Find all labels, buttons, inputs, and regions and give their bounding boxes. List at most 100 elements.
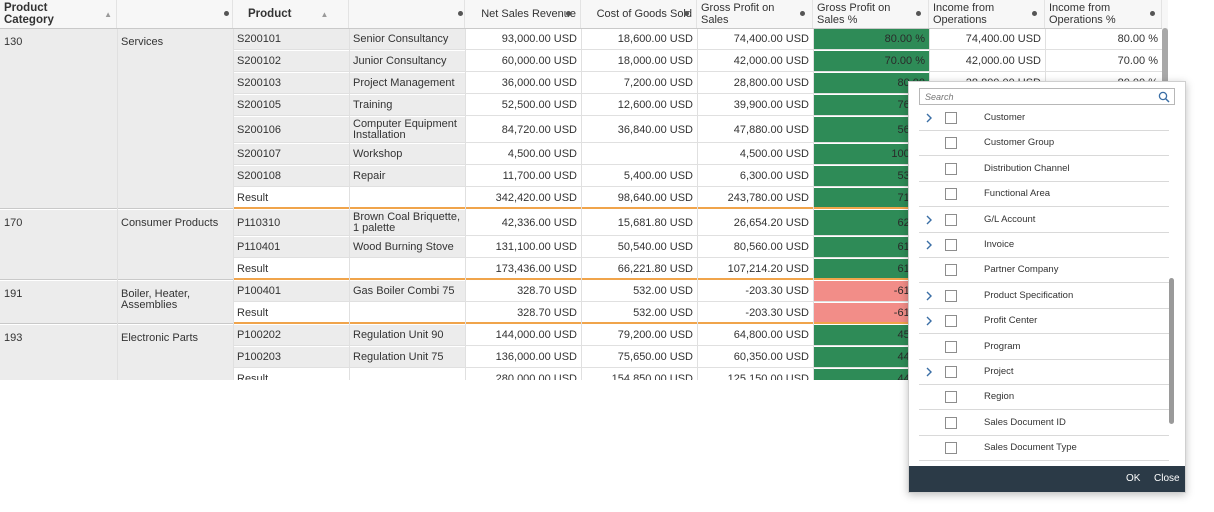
dimension-item[interactable]: Profit Center bbox=[919, 309, 1169, 335]
cogs-cell: 36,840.00 USD bbox=[617, 123, 693, 136]
column-menu-icon[interactable] bbox=[1032, 11, 1037, 16]
gross-profit-pct-cell: 80.00 % bbox=[813, 29, 929, 50]
product-id-cell: S200105 bbox=[233, 95, 349, 116]
column-divider bbox=[581, 29, 582, 380]
product-name-cell: Repair bbox=[349, 166, 465, 187]
dimension-label: Sales Document Type bbox=[984, 442, 1077, 454]
checkbox[interactable] bbox=[945, 289, 957, 302]
header-product-text bbox=[349, 0, 465, 28]
column-menu-icon[interactable] bbox=[458, 11, 463, 16]
dimension-label: Profit Center bbox=[984, 315, 1038, 327]
checkbox[interactable] bbox=[945, 442, 957, 455]
column-menu-icon[interactable] bbox=[800, 11, 805, 16]
close-button[interactable]: Close bbox=[1154, 473, 1180, 484]
dimension-item[interactable]: Invoice bbox=[919, 233, 1169, 258]
product-name-cell: Gas Boiler Combi 75 bbox=[349, 281, 465, 302]
checkbox[interactable] bbox=[945, 112, 957, 124]
dimension-item[interactable]: Customer bbox=[919, 106, 1169, 131]
dimension-item[interactable]: Project bbox=[919, 360, 1169, 385]
checkbox[interactable] bbox=[945, 340, 957, 353]
chevron-right-icon[interactable] bbox=[924, 239, 934, 251]
net-sales-cell: 136,000.00 USD bbox=[495, 351, 577, 363]
gross-profit-cell: -203.30 USD bbox=[745, 285, 809, 297]
header-product-category[interactable]: Product Category ▲ bbox=[0, 0, 117, 28]
chevron-right-icon[interactable] bbox=[924, 366, 934, 378]
chevron-right-icon[interactable] bbox=[924, 290, 934, 302]
product-name-cell bbox=[349, 259, 465, 279]
net-sales-cell: 144,000.00 USD bbox=[495, 329, 577, 341]
category-code-cell: 170 bbox=[0, 210, 117, 279]
search-input[interactable] bbox=[920, 89, 1162, 104]
sort-ascending-icon[interactable]: ▲ bbox=[104, 9, 112, 19]
dimension-item[interactable]: Product Specification bbox=[919, 284, 1169, 309]
header-net-sales-label: Net Sales Revenue bbox=[481, 8, 576, 20]
checkbox[interactable] bbox=[945, 416, 957, 429]
category-name-cell: Services bbox=[117, 29, 233, 208]
dimension-item[interactable]: Functional Area bbox=[919, 182, 1169, 208]
panel-scrollbar-thumb[interactable] bbox=[1169, 278, 1174, 424]
checkbox[interactable] bbox=[945, 264, 957, 277]
product-name-cell: Regulation Unit 75 bbox=[349, 347, 465, 368]
net-sales-cell: 11,700.00 USD bbox=[502, 170, 577, 182]
dimension-item[interactable]: Distribution Channel bbox=[919, 157, 1169, 182]
cogs-cell: 5,400.00 USD bbox=[623, 170, 693, 182]
dimension-item[interactable]: Sales Document Type bbox=[919, 436, 1169, 462]
checkbox[interactable] bbox=[945, 315, 957, 328]
ok-button[interactable]: OK bbox=[1126, 473, 1141, 484]
checkbox[interactable] bbox=[945, 391, 957, 404]
gross-profit-cell: 39,900.00 USD bbox=[733, 99, 809, 111]
product-id-cell: S200101 bbox=[233, 29, 349, 50]
cogs-cell: 75,650.00 USD bbox=[617, 351, 693, 363]
dimension-selector-panel: Customer Customer Group Distribution Chann… bbox=[908, 81, 1186, 493]
header-net-sales[interactable]: Net Sales Revenue bbox=[465, 0, 581, 28]
dimension-item[interactable]: Program bbox=[919, 335, 1169, 360]
checkbox[interactable] bbox=[945, 213, 957, 226]
column-menu-icon[interactable] bbox=[1150, 11, 1155, 16]
gross-profit-cell: 4,500.00 USD bbox=[739, 148, 809, 160]
chevron-right-icon[interactable] bbox=[924, 112, 934, 124]
gross-profit-cell: 60,350.00 USD bbox=[733, 351, 809, 363]
checkbox[interactable] bbox=[945, 366, 957, 378]
header-gp-sales-pct[interactable]: Gross Profit on Sales % bbox=[813, 0, 929, 28]
results-grid: Product Category ▲ Product ▲ Net Sales R… bbox=[0, 0, 1168, 380]
checkbox[interactable] bbox=[945, 188, 957, 201]
header-cogs[interactable]: Cost of Goods Sold bbox=[581, 0, 697, 28]
dimension-label: Sales Document ID bbox=[984, 416, 1066, 428]
cogs-cell bbox=[581, 144, 697, 165]
dimension-item[interactable]: Sales Document ID bbox=[919, 411, 1169, 436]
header-product[interactable]: Product ▲ bbox=[233, 0, 349, 28]
column-menu-icon[interactable] bbox=[916, 11, 921, 16]
dimension-label: Program bbox=[984, 340, 1021, 352]
dimension-item[interactable]: Partner Company bbox=[919, 258, 1169, 284]
cogs-cell: 154,850.00 USD bbox=[611, 372, 693, 380]
column-menu-icon[interactable] bbox=[224, 11, 229, 16]
dimension-item[interactable]: Customer Group bbox=[919, 131, 1169, 157]
search-box[interactable] bbox=[919, 88, 1175, 105]
header-iop-pct[interactable]: Income from Operations % bbox=[1045, 0, 1162, 28]
dimension-label: Product Specification bbox=[984, 289, 1074, 301]
header-gp-sales-label: Gross Profit on Sales bbox=[701, 2, 775, 26]
chevron-right-icon[interactable] bbox=[924, 214, 934, 226]
dimension-label: G/L Account bbox=[984, 213, 1036, 225]
dimension-item[interactable]: G/L Account bbox=[919, 208, 1169, 233]
result-label: Result bbox=[237, 191, 269, 204]
header-gp-sales-pct-label: Gross Profit on Sales % bbox=[817, 2, 891, 26]
search-icon[interactable] bbox=[1158, 91, 1170, 103]
dimension-item[interactable]: Region bbox=[919, 385, 1169, 411]
net-sales-cell: 328.70 USD bbox=[517, 306, 577, 319]
checkbox[interactable] bbox=[945, 162, 957, 175]
grid-scrollbar-thumb[interactable] bbox=[1162, 28, 1168, 88]
column-menu-icon[interactable] bbox=[566, 11, 571, 16]
checkbox[interactable] bbox=[945, 239, 957, 251]
sort-ascending-icon[interactable]: ▲ bbox=[320, 9, 329, 19]
header-cogs-label: Cost of Goods Sold bbox=[596, 8, 692, 20]
header-gp-sales[interactable]: Gross Profit on Sales bbox=[697, 0, 813, 28]
gross-profit-cell: 80,560.00 USD bbox=[733, 241, 809, 253]
header-iop[interactable]: Income from Operations bbox=[929, 0, 1045, 28]
product-id-cell: P100401 bbox=[233, 281, 349, 302]
checkbox[interactable] bbox=[945, 137, 957, 150]
chevron-right-icon[interactable] bbox=[924, 315, 934, 327]
product-name-cell bbox=[349, 303, 465, 323]
result-label: Result bbox=[237, 306, 269, 319]
column-menu-icon[interactable] bbox=[684, 11, 689, 16]
